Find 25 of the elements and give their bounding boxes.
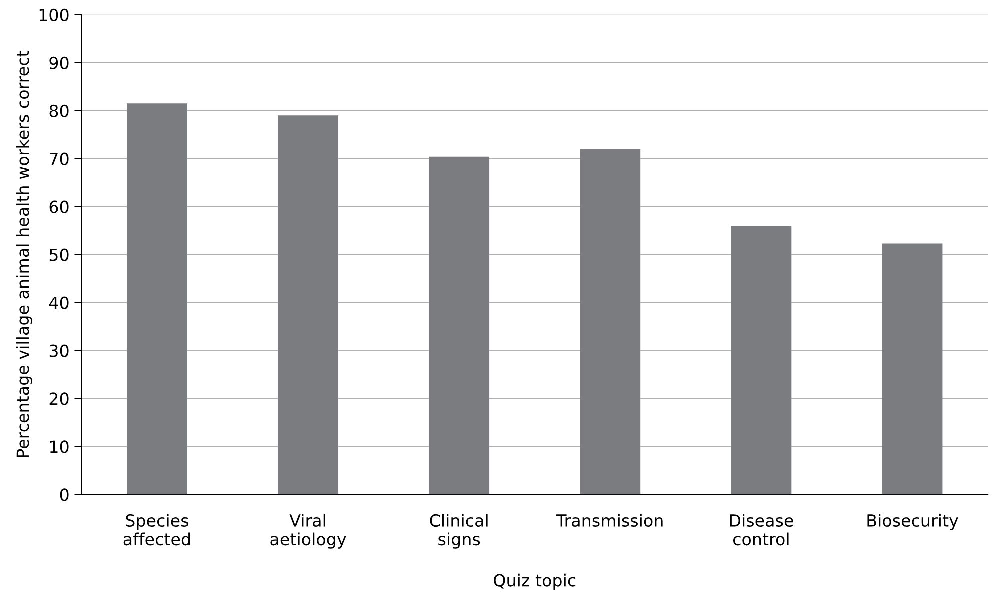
bar (429, 156, 490, 495)
bar (580, 149, 641, 495)
y-tick-label: 80 (50, 104, 69, 118)
bar (278, 116, 338, 495)
y-tick-label: 90 (50, 56, 69, 70)
bar (882, 244, 943, 495)
x-tick-label: Viral aetiology (270, 514, 346, 549)
y-tick-label: 30 (50, 344, 69, 358)
y-tick-label: 60 (50, 200, 69, 214)
y-axis-title: Percentage village animal health workers correct (16, 51, 32, 458)
y-tick-label: 40 (49, 296, 69, 310)
x-tick-label: Species affected (124, 514, 190, 546)
x-axis-title: Quiz topic (494, 574, 576, 590)
y-tick-label: 100 (40, 8, 69, 22)
bar (731, 226, 792, 495)
x-tick-label: Disease control (730, 514, 794, 546)
y-tick-label: 20 (50, 392, 69, 406)
y-tick-label: 10 (50, 440, 69, 454)
x-tick-label: Clinical signs (430, 514, 488, 549)
y-tick-label: 50 (50, 248, 69, 262)
bar (126, 104, 188, 495)
y-tick-label: 70 (50, 152, 69, 166)
y-tick-label: 0 (60, 488, 69, 502)
x-tick-label: Biosecurity (868, 514, 958, 530)
x-tick-label: Transmission (556, 514, 663, 528)
